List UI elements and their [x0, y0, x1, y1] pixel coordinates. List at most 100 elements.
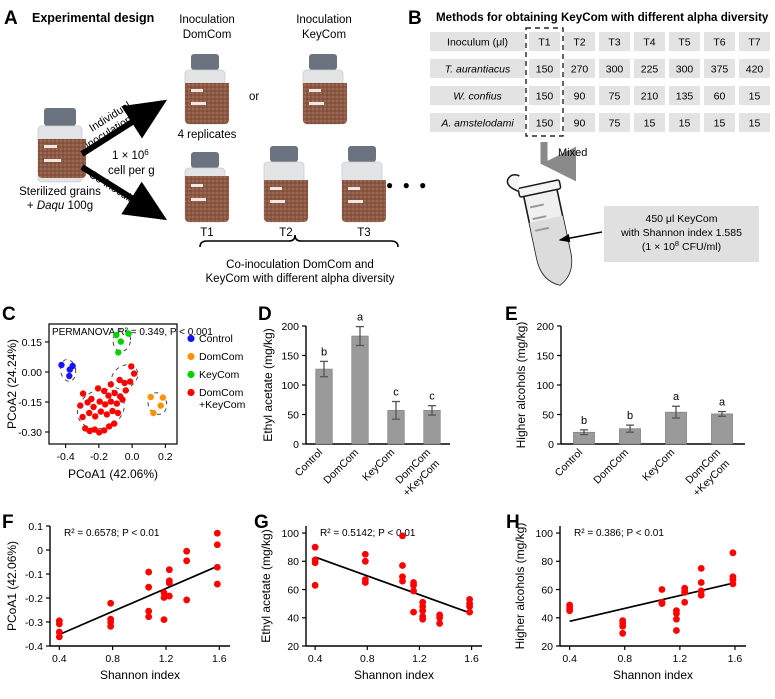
scatter-point — [150, 409, 157, 417]
panel-c-letter: C — [2, 304, 16, 325]
scatter-point — [681, 598, 689, 606]
sc-xtick-label: 0.8 — [360, 653, 375, 665]
scatter-point — [126, 378, 134, 385]
bottle-label-t3: T3 — [357, 227, 370, 239]
source-label-line1: Sterilized grains — [19, 186, 101, 198]
table-cell-r2c3: 15 — [644, 118, 656, 130]
scatter-point — [77, 402, 84, 409]
panel-e-letter: E — [505, 304, 518, 325]
brace-caption-l2: KeyCom with different alpha diversity — [206, 273, 395, 285]
table-cell-r2c5: 15 — [714, 118, 726, 130]
panel-a-letter: A — [4, 8, 18, 29]
sc-ytick-label: -0.2 — [25, 593, 43, 605]
sc-xtick-label: 0.8 — [105, 653, 120, 665]
panel-h-plot: 20 40 60 80 100 0.4 0.8 1.2 1.6 Shannon index High… — [513, 523, 746, 682]
callout-box — [604, 206, 759, 262]
scatter-point — [419, 615, 427, 623]
scatter-point — [157, 402, 164, 409]
table-cell-r0c4: 300 — [676, 64, 694, 76]
cluster-ellipse-0 — [60, 358, 77, 382]
scatter-point — [165, 592, 173, 600]
scatter-point — [213, 541, 221, 549]
sc-ytick-label: 80 — [287, 556, 299, 568]
scatter-point — [96, 429, 103, 436]
source-bottle-icon — [37, 108, 86, 183]
scatter-point — [145, 583, 153, 591]
table-cell-r2c2: 75 — [609, 118, 621, 130]
scatter-point — [96, 398, 103, 405]
sc-yaxis-label: Ethyl acetate (mg/kg) — [259, 529, 273, 642]
bar-1 — [351, 335, 369, 445]
sc-xtick-label: 0.8 — [617, 653, 632, 665]
callout-pointer-icon — [558, 231, 603, 243]
c-xtick-label: 0.0 — [125, 451, 140, 463]
scatter-point — [86, 427, 93, 435]
panel-d: D 0 50 100 150 200 Ethyl acetate (mg/kg) b Cont… — [258, 302, 458, 502]
bar-category-label-0: Control — [293, 447, 325, 479]
sc-xtick-label: 1.6 — [464, 653, 479, 665]
scatter-point — [111, 389, 118, 397]
inoculation-keycom-title-l1: Inoculation — [296, 14, 352, 26]
scatter-point — [729, 580, 737, 588]
c-yaxis-label: PCoA2 (24.24%) — [5, 339, 19, 429]
or-label: or — [249, 91, 259, 103]
scatter-point — [466, 608, 474, 616]
inoculum-table: Inoculum (μl) T1 T2 T3 T4 T5 T6 T7 T. au… — [430, 27, 770, 137]
bottle-domcom-icon — [184, 54, 229, 125]
scatter-point — [147, 393, 154, 401]
dose-line2: cell per g — [108, 165, 155, 177]
panel-a: A Experimental design S — [4, 4, 408, 299]
legend-marker-2 — [187, 370, 195, 379]
sc-ytick-label: 100 — [535, 528, 553, 540]
sc-yaxis-label: Higher alcohols (mg/kg) — [513, 523, 527, 650]
scatter-point — [116, 376, 123, 384]
table-cell-r1c3: 210 — [641, 91, 659, 103]
scatter-point — [410, 608, 417, 616]
scatter-point — [101, 401, 109, 408]
scatter-point — [159, 394, 167, 401]
sc-ytick-label: 0.1 — [28, 521, 43, 533]
table-cell-r0c0: 150 — [536, 64, 554, 76]
scatter-point — [566, 607, 574, 615]
brace-caption-l1: Co-inoculation DomCom and — [226, 259, 374, 271]
sig-letter-2: c — [393, 387, 399, 399]
eppendorf-tube-icon — [506, 174, 573, 286]
sc-ytick-label: -0.1 — [25, 569, 43, 581]
scatter-point — [697, 564, 705, 572]
scatter-point — [100, 387, 108, 395]
scatter-point — [145, 607, 153, 615]
scatter-point — [399, 562, 406, 569]
scatter-point — [125, 330, 132, 337]
brace-icon — [199, 234, 399, 248]
sc-xtick-label: 1.6 — [728, 653, 743, 665]
scatter-point — [130, 370, 138, 377]
scatter-point — [97, 408, 105, 415]
scatter-point — [55, 620, 63, 628]
panel-g: G 20 40 60 80 100 0.4 0.8 1.2 1.6 Shannon index Et… — [254, 504, 506, 699]
legend-marker-3 — [187, 388, 195, 397]
trendline — [58, 565, 218, 636]
c-ytick-label: -0.30 — [18, 427, 42, 439]
table-row-name-2: A. amstelodami — [440, 118, 514, 130]
scatter-point — [145, 568, 153, 576]
panel-a-diagram: Sterilized grains + Daqu 100g Individual… — [19, 14, 399, 285]
scatter-point — [105, 423, 113, 430]
sc-xtick-label: 1.2 — [412, 653, 427, 665]
panel-d-chart: 0 50 100 150 200 Ethyl acetate (mg/kg) b Contro… — [261, 312, 450, 499]
bar-ytick-label: 100 — [281, 380, 299, 392]
scatter-point — [55, 628, 63, 636]
sc-ytick-label: 20 — [287, 641, 299, 653]
scatter-point — [115, 349, 122, 356]
bar-ytick-label: 50 — [542, 409, 554, 421]
regression-stat: R² = 0.5142; P < 0.01 — [320, 528, 416, 539]
c-xaxis-label: PCoA1 (42.06%) — [68, 467, 158, 481]
bar-ytick-label: 200 — [281, 321, 299, 333]
callout-line1: 450 μl KeyCom — [646, 213, 718, 225]
scatter-point — [58, 361, 65, 369]
sig-letter-3: c — [429, 391, 435, 403]
table-cell-r2c1: 90 — [574, 118, 586, 130]
panel-h: H 20 40 60 80 100 0.4 0.8 1.2 1.6 Shannon index Hi… — [506, 504, 774, 699]
scatter-point — [92, 413, 99, 420]
panel-b-title: Methods for obtaining KeyCom with differ… — [436, 11, 769, 24]
replicates-label: 4 replicates — [178, 129, 237, 141]
